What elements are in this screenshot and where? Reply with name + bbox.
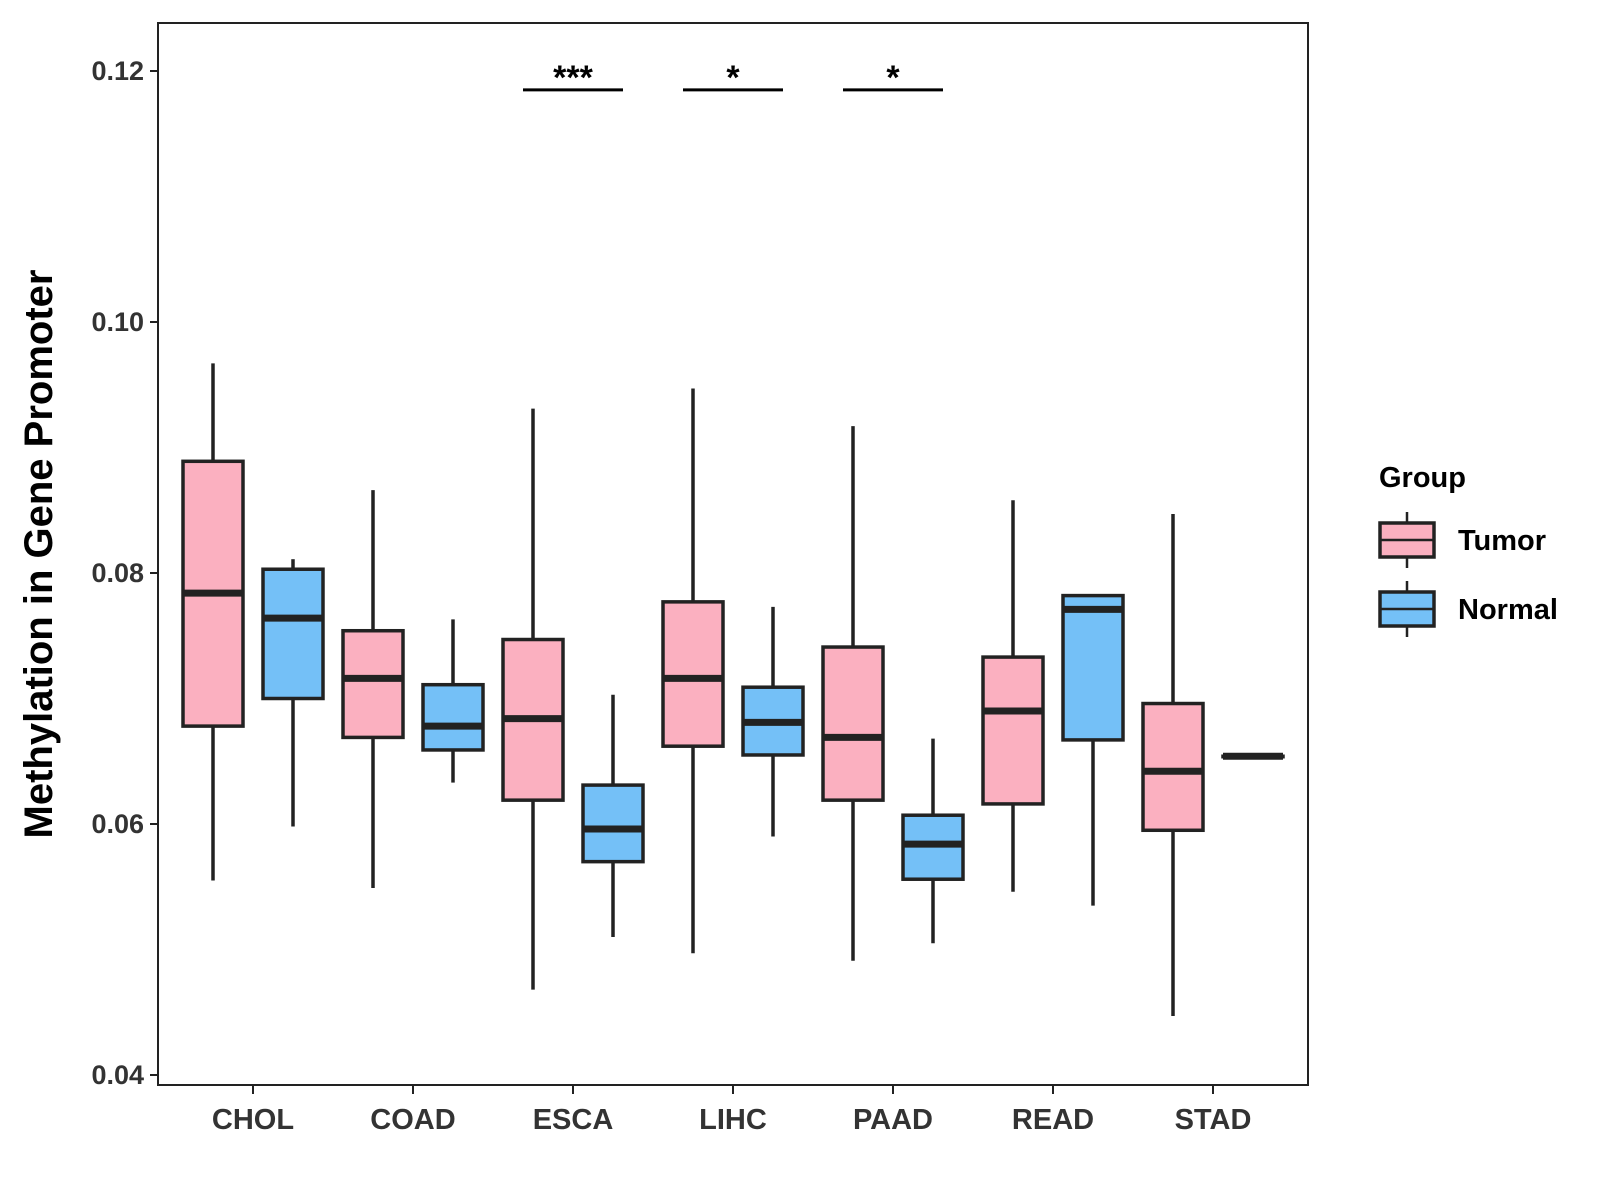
box-body	[981, 655, 1045, 806]
box-tumor-stad	[1141, 514, 1205, 1017]
box-tumor-esca	[501, 408, 565, 990]
y-tick-label: 0.10	[91, 307, 144, 337]
box-normal-lihc	[741, 606, 805, 837]
plot-panel	[157, 22, 1309, 1086]
box-body	[261, 567, 325, 701]
x-tick-label: STAD	[1175, 1104, 1252, 1136]
box-tumor-read	[981, 500, 1045, 892]
y-tick-label: 0.12	[91, 56, 144, 86]
box-normal-coad	[421, 619, 485, 783]
legend-label: Normal	[1458, 594, 1558, 626]
box-normal-read	[1061, 593, 1125, 906]
y-tick-label: 0.08	[91, 558, 144, 588]
box-body	[821, 645, 885, 802]
x-tick-label: COAD	[370, 1104, 455, 1136]
x-tick-label: CHOL	[212, 1104, 294, 1136]
y-axis: 0.04 0.06 0.08 0.10 0.12	[91, 56, 158, 1090]
box-normal-chol	[261, 559, 325, 827]
significance-label: *	[726, 59, 740, 97]
box-normal-paad	[901, 738, 965, 944]
legend-title: Group	[1379, 462, 1466, 494]
box-tumor-coad	[341, 490, 405, 889]
box-body	[1061, 593, 1125, 742]
box-body	[341, 628, 405, 740]
x-tick-label: READ	[1012, 1104, 1094, 1136]
boxes-layer	[181, 363, 1285, 1017]
box-body	[581, 783, 645, 864]
box-tumor-lihc	[661, 388, 725, 954]
y-axis-title: Methylation in Gene Promoter	[17, 270, 61, 839]
legend-label: Tumor	[1458, 525, 1546, 557]
box-body	[1141, 701, 1205, 833]
x-tick-label: LIHC	[699, 1104, 767, 1136]
legend-item-tumor: Tumor	[1378, 512, 1546, 568]
annotations-layer: *** * *	[523, 59, 943, 97]
y-tick-label: 0.06	[91, 809, 144, 839]
box-tumor-chol	[181, 363, 245, 881]
legend: Group Tumor Normal	[1378, 462, 1558, 637]
box-normal-esca	[581, 694, 645, 937]
box-tumor-paad	[821, 426, 885, 961]
box-body	[421, 682, 485, 752]
x-axis: CHOL COAD ESCA LIHC PAAD READ STAD	[212, 1085, 1251, 1136]
x-tick-label: ESCA	[533, 1104, 614, 1136]
legend-item-normal: Normal	[1378, 581, 1558, 637]
significance-label: ***	[553, 59, 593, 97]
y-tick-label: 0.04	[91, 1060, 144, 1090]
significance-label: *	[886, 59, 900, 97]
box-normal-stad	[1221, 752, 1285, 760]
box-body	[661, 600, 725, 748]
x-tick-label: PAAD	[853, 1104, 933, 1136]
